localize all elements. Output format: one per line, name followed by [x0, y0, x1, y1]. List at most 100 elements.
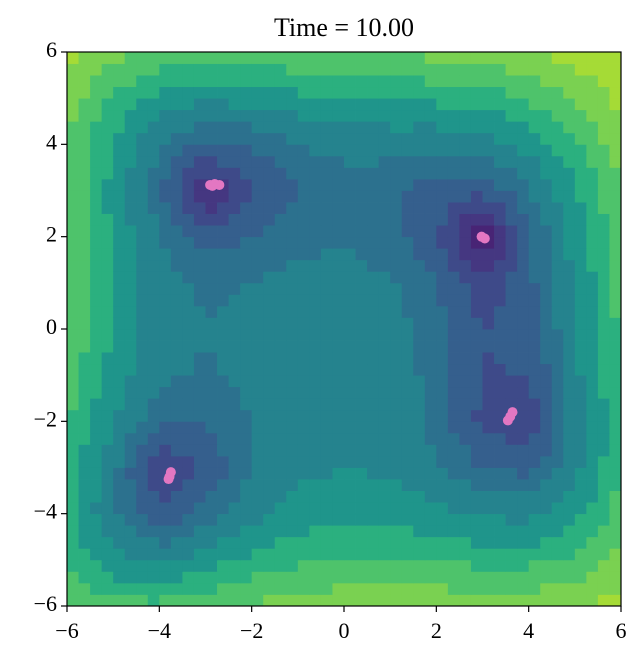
contour-cell — [205, 167, 218, 180]
contour-cell — [263, 259, 276, 272]
contour-cell — [563, 202, 576, 214]
contour-cell — [217, 548, 229, 561]
contour-cell — [309, 144, 322, 157]
contour-cell — [344, 490, 356, 503]
contour-cell — [470, 502, 483, 515]
contour-cell — [401, 340, 414, 353]
contour-cell — [67, 455, 79, 468]
contour-cell — [320, 525, 333, 538]
contour-cell — [447, 144, 460, 157]
contour-cell — [609, 571, 621, 584]
contour-cell — [424, 225, 437, 238]
contour-cell — [401, 52, 414, 64]
contour-cell — [193, 317, 206, 330]
contour-cell — [551, 109, 564, 122]
contour-cell — [182, 52, 195, 64]
contour-cell — [170, 513, 183, 526]
contour-cell — [597, 571, 610, 584]
contour-cell — [182, 467, 195, 480]
contour-cell — [367, 259, 380, 272]
contour-cell — [182, 271, 195, 284]
contour-cell — [297, 432, 310, 445]
contour-cell — [540, 455, 553, 468]
contour-cell — [113, 479, 126, 491]
contour-cell — [528, 282, 541, 295]
contour-cell — [494, 282, 506, 295]
contour-cell — [494, 513, 506, 526]
contour-cell — [136, 178, 149, 191]
contour-cell — [574, 386, 587, 399]
contour-cell — [344, 75, 356, 88]
contour-cell — [459, 467, 472, 480]
contour-cell — [101, 178, 114, 191]
contour-cell — [586, 236, 599, 249]
contour-cell — [193, 98, 206, 111]
contour-cell — [459, 155, 472, 168]
contour-cell — [505, 155, 518, 168]
contour-cell — [390, 259, 403, 272]
contour-cell — [367, 548, 380, 561]
contour-cell — [159, 259, 172, 272]
contour-cell — [540, 444, 553, 457]
contour-cell — [540, 513, 553, 526]
contour-cell — [378, 213, 391, 226]
contour-cell — [263, 294, 276, 307]
contour-cell — [447, 421, 460, 434]
contour-cell — [297, 86, 310, 99]
contour-cell — [193, 432, 206, 445]
contour-cell — [240, 236, 253, 249]
contour-cell — [101, 340, 114, 353]
contour-cell — [320, 167, 333, 180]
contour-cell — [136, 340, 149, 353]
contour-cell — [367, 109, 380, 122]
contour-cell — [320, 398, 333, 411]
contour-cell — [563, 559, 576, 572]
contour-cell — [263, 75, 276, 88]
contour-cell — [597, 109, 610, 122]
contour-cell — [574, 525, 587, 538]
contour-cell — [193, 75, 206, 88]
contour-cell — [528, 213, 541, 226]
contour-cell — [263, 559, 276, 572]
contour-cell — [170, 582, 183, 595]
contour-cell — [367, 225, 380, 238]
contour-cell — [355, 282, 368, 295]
contour-cell — [67, 548, 79, 561]
contour-cell — [113, 75, 126, 88]
contour-cell — [447, 502, 460, 515]
contour-cell — [505, 386, 518, 399]
contour-cell — [159, 282, 172, 295]
contour-cell — [286, 305, 299, 318]
contour-cell — [424, 248, 437, 261]
contour-cell — [263, 190, 276, 203]
contour-cell — [551, 571, 564, 584]
contour-cell — [551, 294, 564, 307]
contour-cell — [263, 225, 276, 238]
contour-cell — [274, 178, 287, 191]
contour-cell — [378, 479, 391, 491]
contour-cell — [124, 455, 137, 468]
contour-cell — [101, 559, 114, 572]
contour-cell — [367, 202, 380, 214]
contour-cell — [217, 109, 229, 122]
contour-cell — [78, 132, 91, 145]
contour-cell — [482, 398, 495, 411]
contour-cell — [147, 52, 160, 64]
contour-cell — [505, 305, 518, 318]
contour-cell — [494, 202, 506, 214]
contour-cell — [228, 490, 241, 503]
contour-cell — [528, 259, 541, 272]
contour-cell — [332, 282, 345, 295]
contour-cell — [401, 525, 414, 538]
contour-cell — [401, 582, 414, 595]
contour-cell — [517, 121, 530, 134]
contour-cell — [205, 282, 218, 295]
contour-cell — [217, 386, 229, 399]
contour-cell — [251, 386, 264, 399]
contour-cell — [378, 178, 391, 191]
contour-cell — [217, 536, 229, 549]
contour-cell — [90, 525, 103, 538]
contour-cell — [528, 202, 541, 214]
contour-cell — [586, 398, 599, 411]
contour-cell — [447, 202, 460, 214]
